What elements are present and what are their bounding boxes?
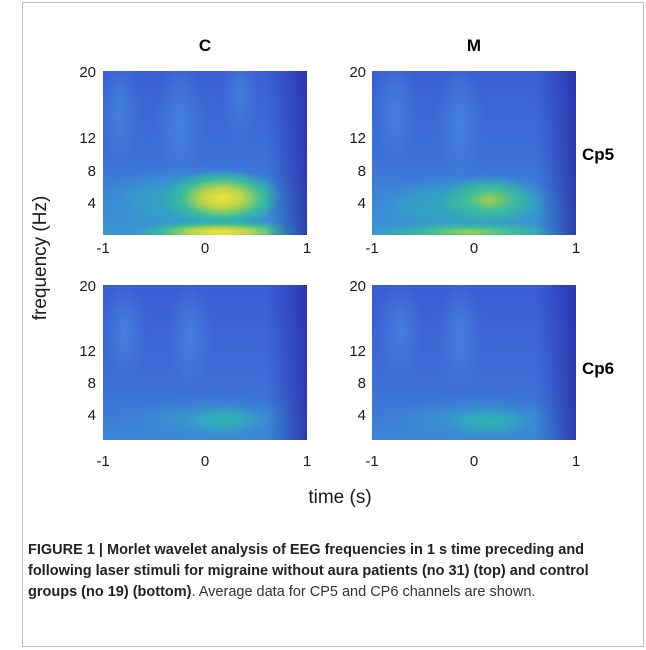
svg-text:-1: -1	[365, 453, 378, 470]
svg-text:12: 12	[79, 130, 96, 147]
svg-text:20: 20	[79, 64, 96, 81]
x-ticks-top-right: -1 0 1	[365, 240, 580, 257]
column-title-c: C	[199, 36, 211, 55]
y-ticks-bottom-right: 20 12 8 4	[349, 278, 366, 424]
svg-text:20: 20	[349, 278, 366, 295]
x-ticks-top-left: -1 0 1	[96, 240, 311, 257]
x-ticks-bottom-left: -1 0 1	[96, 453, 311, 470]
row-label-cp5: Cp5	[582, 145, 614, 164]
column-title-m: M	[467, 36, 481, 55]
x-ticks-bottom-right: -1 0 1	[365, 453, 580, 470]
y-ticks-bottom-left: 20 12 8 4	[79, 278, 96, 424]
heatmap-figure: C M Cp5 Cp6	[30, 36, 614, 508]
y-ticks-top-right: 20 12 8 4	[349, 64, 366, 212]
figure-caption: FIGURE 1 | Morlet wavelet analysis of EE…	[28, 540, 628, 603]
svg-text:1: 1	[303, 453, 311, 470]
svg-text:-1: -1	[96, 453, 109, 470]
heatmap-m-cp6	[372, 285, 576, 440]
svg-text:12: 12	[79, 343, 96, 360]
y-ticks-top-left: 20 12 8 4	[79, 64, 96, 212]
svg-text:0: 0	[201, 240, 209, 257]
svg-text:12: 12	[349, 130, 366, 147]
heatmap-m-cp5	[372, 71, 576, 235]
heatmap-c-cp5	[103, 71, 307, 235]
svg-text:0: 0	[470, 240, 478, 257]
svg-text:1: 1	[572, 240, 580, 257]
svg-text:4: 4	[88, 407, 96, 424]
svg-text:8: 8	[88, 163, 96, 180]
svg-text:4: 4	[358, 195, 366, 212]
heatmap-c-cp6	[103, 285, 307, 440]
x-axis-label: time (s)	[308, 487, 371, 508]
svg-text:0: 0	[201, 453, 209, 470]
svg-text:8: 8	[88, 375, 96, 392]
y-axis-label: frequency (Hz)	[30, 196, 51, 321]
svg-text:4: 4	[88, 195, 96, 212]
svg-text:8: 8	[358, 163, 366, 180]
svg-text:1: 1	[572, 453, 580, 470]
svg-text:20: 20	[79, 278, 96, 295]
svg-text:20: 20	[349, 64, 366, 81]
figure-frame	[22, 2, 644, 647]
svg-text:0: 0	[470, 453, 478, 470]
row-label-cp6: Cp6	[582, 359, 614, 378]
svg-text:4: 4	[358, 407, 366, 424]
svg-text:-1: -1	[96, 240, 109, 257]
svg-text:-1: -1	[365, 240, 378, 257]
caption-rest: . Average data for CP5 and CP6 channels …	[191, 584, 536, 600]
svg-text:8: 8	[358, 375, 366, 392]
svg-text:12: 12	[349, 343, 366, 360]
caption-bold: FIGURE 1 | Morlet wavelet analysis of EE…	[28, 542, 589, 600]
svg-text:1: 1	[303, 240, 311, 257]
